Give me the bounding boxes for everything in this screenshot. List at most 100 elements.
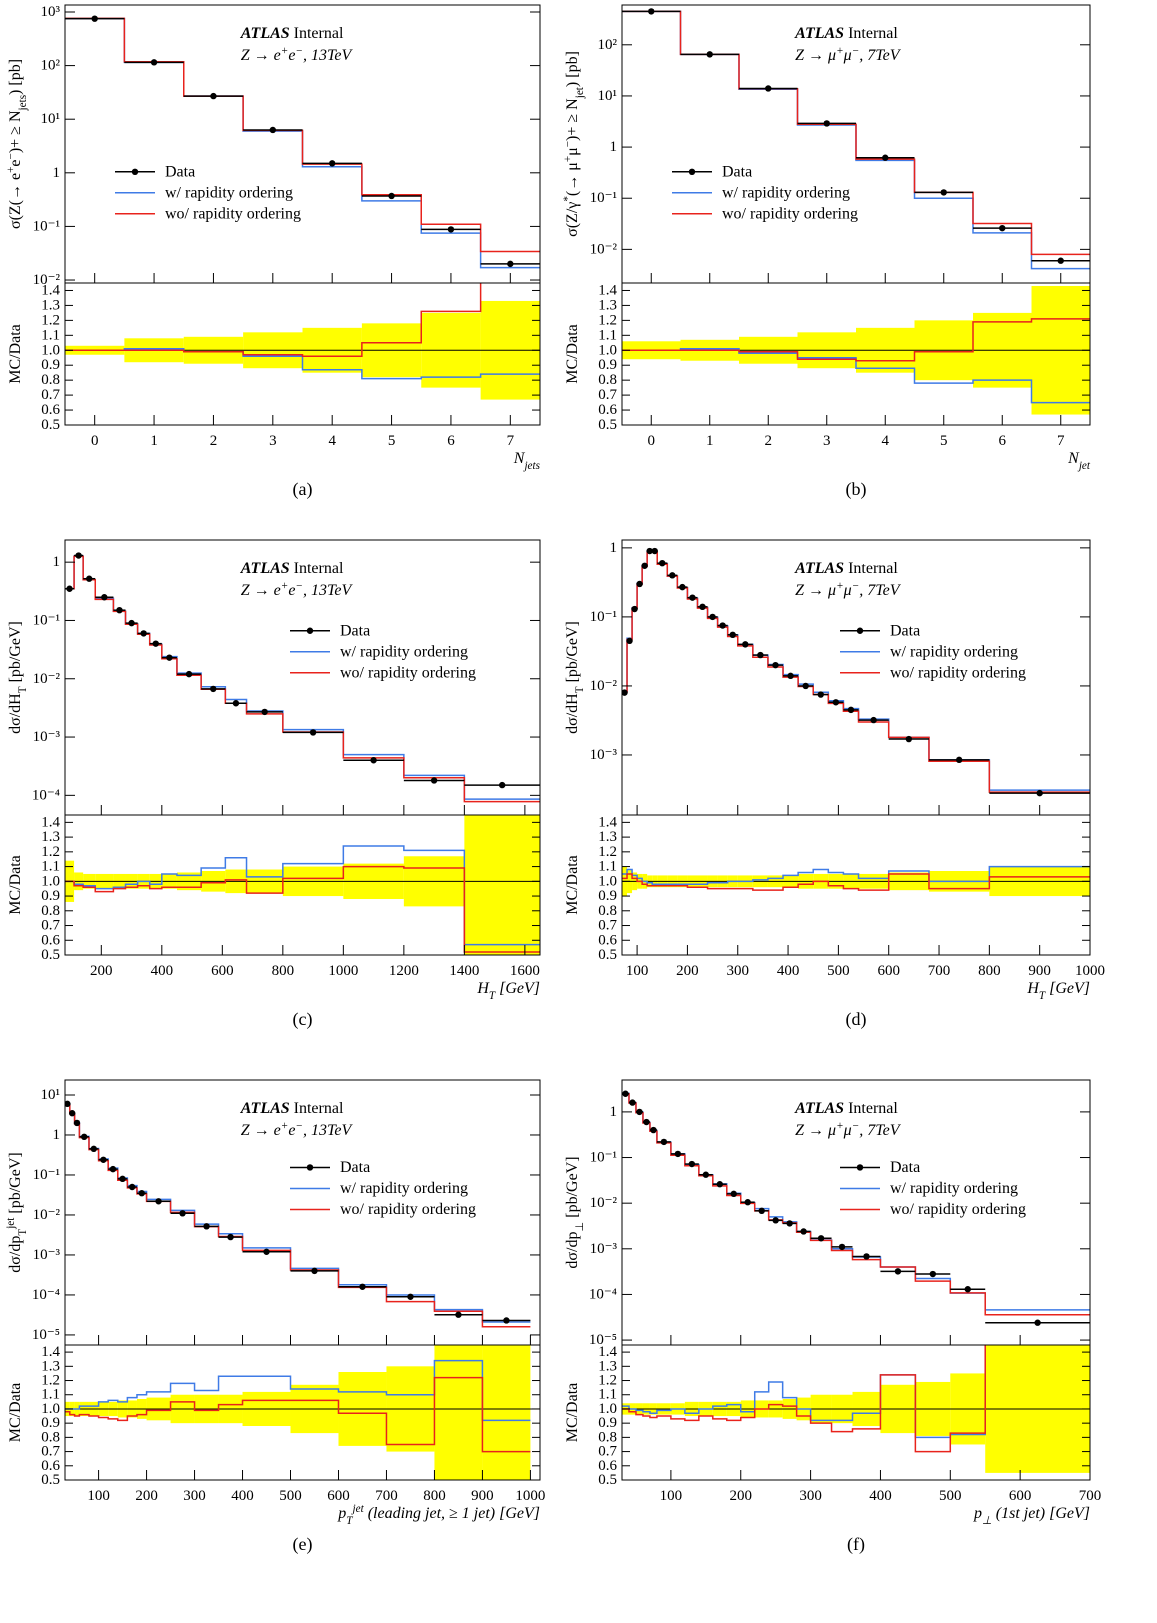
y-tick-label: 10⁻⁴ xyxy=(32,787,60,803)
process-label-part: , 7TeV xyxy=(859,47,902,64)
data-point xyxy=(765,85,772,92)
data-point xyxy=(631,605,638,613)
data-point xyxy=(709,613,716,621)
process-label: Z → μ+μ−, 7TeV xyxy=(795,580,902,599)
data-point xyxy=(109,1165,117,1173)
y-tick-label: 10⁻¹ xyxy=(590,1150,617,1166)
x-tick-label: 2 xyxy=(765,433,773,449)
y-tick-label: 10⁻³ xyxy=(590,1241,618,1257)
ratio-plot xyxy=(622,285,1090,415)
y-tick-label: 1 xyxy=(610,540,618,556)
process-label-sup: − xyxy=(295,1120,303,1132)
process-label-part: μ xyxy=(843,47,852,64)
y-tick-label: 0.7 xyxy=(41,918,60,934)
data-point xyxy=(66,585,73,592)
process-label-part: , 13TeV xyxy=(303,1122,354,1139)
y-tick-label: 10² xyxy=(41,58,61,74)
data-point xyxy=(660,1138,668,1146)
legend-label: w/ rapidity ordering xyxy=(165,184,293,201)
x-axis-label-sub: T xyxy=(346,1515,353,1527)
data-point xyxy=(641,562,648,569)
data-point xyxy=(128,619,135,627)
x-tick-label: 600 xyxy=(877,963,900,979)
main-plot xyxy=(65,552,540,803)
y-tick-label: 10⁻¹ xyxy=(33,1167,60,1183)
caption: (f) xyxy=(847,1534,865,1555)
x-tick-label: 100 xyxy=(660,1488,683,1504)
legend-label: w/ rapidity ordering xyxy=(340,643,468,660)
legend-label: w/ rapidity ordering xyxy=(722,184,850,201)
data-point xyxy=(699,603,706,611)
process-label-sup: − xyxy=(295,45,303,57)
y-tick-label: 0.9 xyxy=(41,888,60,904)
ratio-step xyxy=(622,318,1090,362)
x-tick-label: 1 xyxy=(706,433,714,449)
y-axis-label-part: [pb/GeV] xyxy=(564,621,581,686)
y-tick-label: 10⁻¹ xyxy=(33,218,60,234)
y-axis-label: σ(Z/γ*(→ μ+μ−)+ ≥ Njet) [pb] xyxy=(562,51,586,237)
data-point xyxy=(498,781,506,789)
process-label-part: Z → μ xyxy=(795,1122,836,1139)
y-axis-label-part: μ xyxy=(564,147,581,156)
ratio-step xyxy=(65,865,540,953)
legend-label: wo/ rapidity ordering xyxy=(165,205,301,222)
data-point xyxy=(894,1268,902,1275)
data-point xyxy=(155,1198,162,1205)
y-tick-label: 1.4 xyxy=(598,1344,617,1360)
process-label-part: , 13TeV xyxy=(303,582,354,599)
y-tick-label: 1.4 xyxy=(598,814,617,830)
y-tick-label: 1 xyxy=(610,139,618,155)
y-axis-label-sub: ⊥ xyxy=(574,1222,586,1232)
data-point xyxy=(679,583,686,591)
x-axis-label-part: (leading jet, ≥ 1 jet) [GeV] xyxy=(364,1505,540,1522)
y-tick-label: 1.2 xyxy=(41,1373,60,1389)
x-axis-label-sub: jet xyxy=(1077,460,1091,472)
x-tick-label: 3 xyxy=(269,433,277,449)
data-point xyxy=(622,689,628,696)
atlas-name: ATLAS xyxy=(240,1100,290,1117)
atlas-label: ATLAS Internal xyxy=(794,560,898,577)
x-tick-label: 400 xyxy=(777,963,800,979)
x-axis-label-sup: jet xyxy=(351,1503,365,1515)
data-point xyxy=(128,1183,136,1191)
y-axis-label-sub: jets xyxy=(17,95,29,112)
x-axis-label-part: (1st jet) [GeV] xyxy=(992,1505,1090,1522)
x-tick-label: 1000 xyxy=(515,1488,545,1504)
data-point xyxy=(870,716,877,724)
atlas-status: Internal xyxy=(848,25,898,42)
y-axis-label-part: )+ ≥ N xyxy=(7,110,24,153)
data-point xyxy=(1057,257,1064,264)
x-tick-label: 700 xyxy=(1079,1488,1102,1504)
atlas-name: ATLAS xyxy=(794,560,844,577)
y-axis-label-part: dσ/dH xyxy=(564,693,581,734)
data-point xyxy=(786,1220,793,1227)
y-axis-label-sup: * xyxy=(562,196,574,202)
x-tick-label: 200 xyxy=(676,963,699,979)
data-point xyxy=(210,92,217,100)
data-point xyxy=(706,51,713,58)
process-label-part: Z → e xyxy=(241,1122,281,1139)
y-tick-label: 1 xyxy=(53,554,61,570)
atlas-label: ATLAS Internal xyxy=(240,560,344,577)
y-tick-label: 1 xyxy=(610,1104,618,1120)
data-point xyxy=(847,706,855,714)
ratio-plot xyxy=(65,1345,540,1480)
x-tick-label: 6 xyxy=(447,433,455,449)
atlas-status: Internal xyxy=(848,560,898,577)
y-axis-label-part: [pb/GeV] xyxy=(7,621,24,686)
data-point xyxy=(787,672,794,680)
y-tick-label: 0.6 xyxy=(41,932,60,948)
process-label-sup: − xyxy=(852,1120,860,1132)
x-tick-label: 100 xyxy=(626,963,649,979)
y-axis-label-part: [pb/GeV] xyxy=(564,1156,581,1221)
y-tick-label: 0.8 xyxy=(41,372,60,388)
y-tick-label: 0.8 xyxy=(598,903,617,919)
data-point xyxy=(742,641,749,648)
x-tick-label: 100 xyxy=(87,1488,110,1504)
process-label-sup: − xyxy=(852,45,860,57)
atlas-status: Internal xyxy=(848,1100,898,1117)
data-point xyxy=(689,594,696,601)
ratio-step xyxy=(622,348,1090,404)
legend-label: wo/ rapidity ordering xyxy=(890,1201,1026,1218)
x-tick-label: 200 xyxy=(729,1488,752,1504)
